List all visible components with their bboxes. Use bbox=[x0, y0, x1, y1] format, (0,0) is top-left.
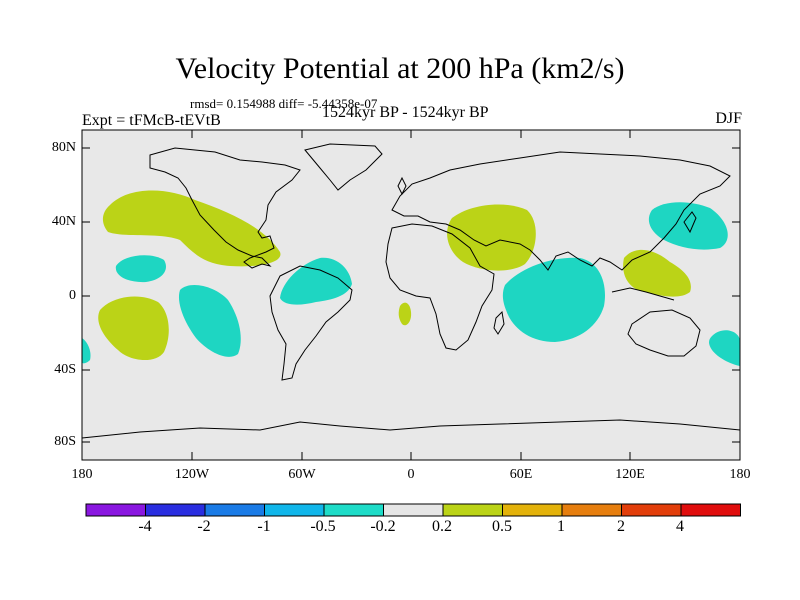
coastline-japan bbox=[683, 211, 697, 234]
season-label: DJF bbox=[715, 110, 742, 127]
coastline-australia bbox=[627, 309, 701, 357]
colorbar-swatch bbox=[85, 503, 146, 517]
negative-region-east-pacific bbox=[178, 285, 241, 357]
coastline-north-america bbox=[149, 147, 301, 269]
colorbar-label: 0.5 bbox=[492, 518, 512, 535]
colorbar-label: -0.5 bbox=[310, 518, 336, 535]
lon-label-180e: 180 bbox=[729, 467, 751, 482]
colorbar-swatch bbox=[561, 503, 622, 517]
positive-region-atlantic bbox=[398, 302, 412, 326]
positive-region-west-pacific bbox=[623, 249, 691, 297]
colorbar-swatch bbox=[680, 503, 741, 517]
period-label: 1524kyr BP - 1524kyr BP bbox=[322, 104, 489, 121]
coastline-africa bbox=[385, 223, 495, 351]
colorbar-label: -2 bbox=[197, 518, 211, 535]
lat-label-40s: 40S bbox=[54, 362, 76, 377]
colorbar-label: -1 bbox=[257, 518, 271, 535]
rmsd-stats: rmsd= 0.154988 diff= -5.44358e-07 bbox=[190, 96, 378, 111]
colorbar-swatch bbox=[204, 503, 265, 517]
colorbar-label: -0.2 bbox=[370, 518, 396, 535]
colorbar-swatch bbox=[502, 503, 563, 517]
coastline-greenland bbox=[304, 143, 383, 191]
colorbar-label: 1 bbox=[557, 518, 565, 535]
lat-label-80n: 80N bbox=[51, 140, 76, 155]
negative-region-date-line-south bbox=[82, 338, 91, 364]
negative-region-hawaii bbox=[115, 255, 166, 283]
coastline-indonesia bbox=[611, 287, 675, 301]
coastline-uk bbox=[397, 176, 407, 196]
lat-label-40n: 40N bbox=[51, 214, 76, 229]
colorbar-swatch bbox=[264, 503, 325, 517]
axis-ticks bbox=[82, 130, 740, 460]
negative-region-amazon bbox=[280, 257, 352, 305]
colorbar-swatch bbox=[621, 503, 682, 517]
colorbar-swatch bbox=[145, 503, 206, 517]
colorbar-swatch bbox=[323, 503, 384, 517]
lon-label-180w: 180 bbox=[71, 467, 93, 482]
negative-region-japan bbox=[648, 202, 728, 250]
negative-region-indian-ocean bbox=[502, 257, 605, 342]
lat-label-80s: 80S bbox=[54, 434, 76, 449]
colorbar-label: 2 bbox=[617, 518, 625, 535]
lon-label-60e: 60E bbox=[509, 467, 533, 482]
coastline-antarctica bbox=[81, 419, 741, 439]
colorbar-label: -4 bbox=[138, 518, 152, 535]
colorbar-swatch bbox=[442, 503, 503, 517]
negative-region-east-australia bbox=[709, 330, 740, 366]
lat-label-0: 0 bbox=[69, 288, 76, 303]
colorbar-swatch bbox=[383, 503, 444, 517]
colorbar-label: 4 bbox=[676, 518, 684, 535]
positive-region-south-pacific bbox=[98, 296, 169, 361]
lon-label-120e: 120E bbox=[615, 467, 645, 482]
coastline-eurasia bbox=[391, 151, 731, 271]
anomaly-regions bbox=[82, 190, 740, 366]
colorbar bbox=[85, 503, 741, 517]
positive-region-middle-east bbox=[447, 204, 536, 271]
lon-label-60w: 60W bbox=[288, 467, 316, 482]
coastlines bbox=[81, 143, 741, 439]
positive-region-north-pacific bbox=[102, 190, 281, 267]
lon-label-120w: 120W bbox=[174, 467, 210, 482]
experiment-label: Expt = tFMcB-tEVtB bbox=[82, 112, 221, 129]
coastline-madagascar bbox=[493, 310, 505, 335]
colorbar-label: 0.2 bbox=[432, 518, 452, 535]
chart-title: Velocity Potential at 200 hPa (km2/s) bbox=[175, 52, 625, 85]
lon-label-0: 0 bbox=[407, 467, 415, 482]
coastline-south-america bbox=[269, 265, 353, 381]
